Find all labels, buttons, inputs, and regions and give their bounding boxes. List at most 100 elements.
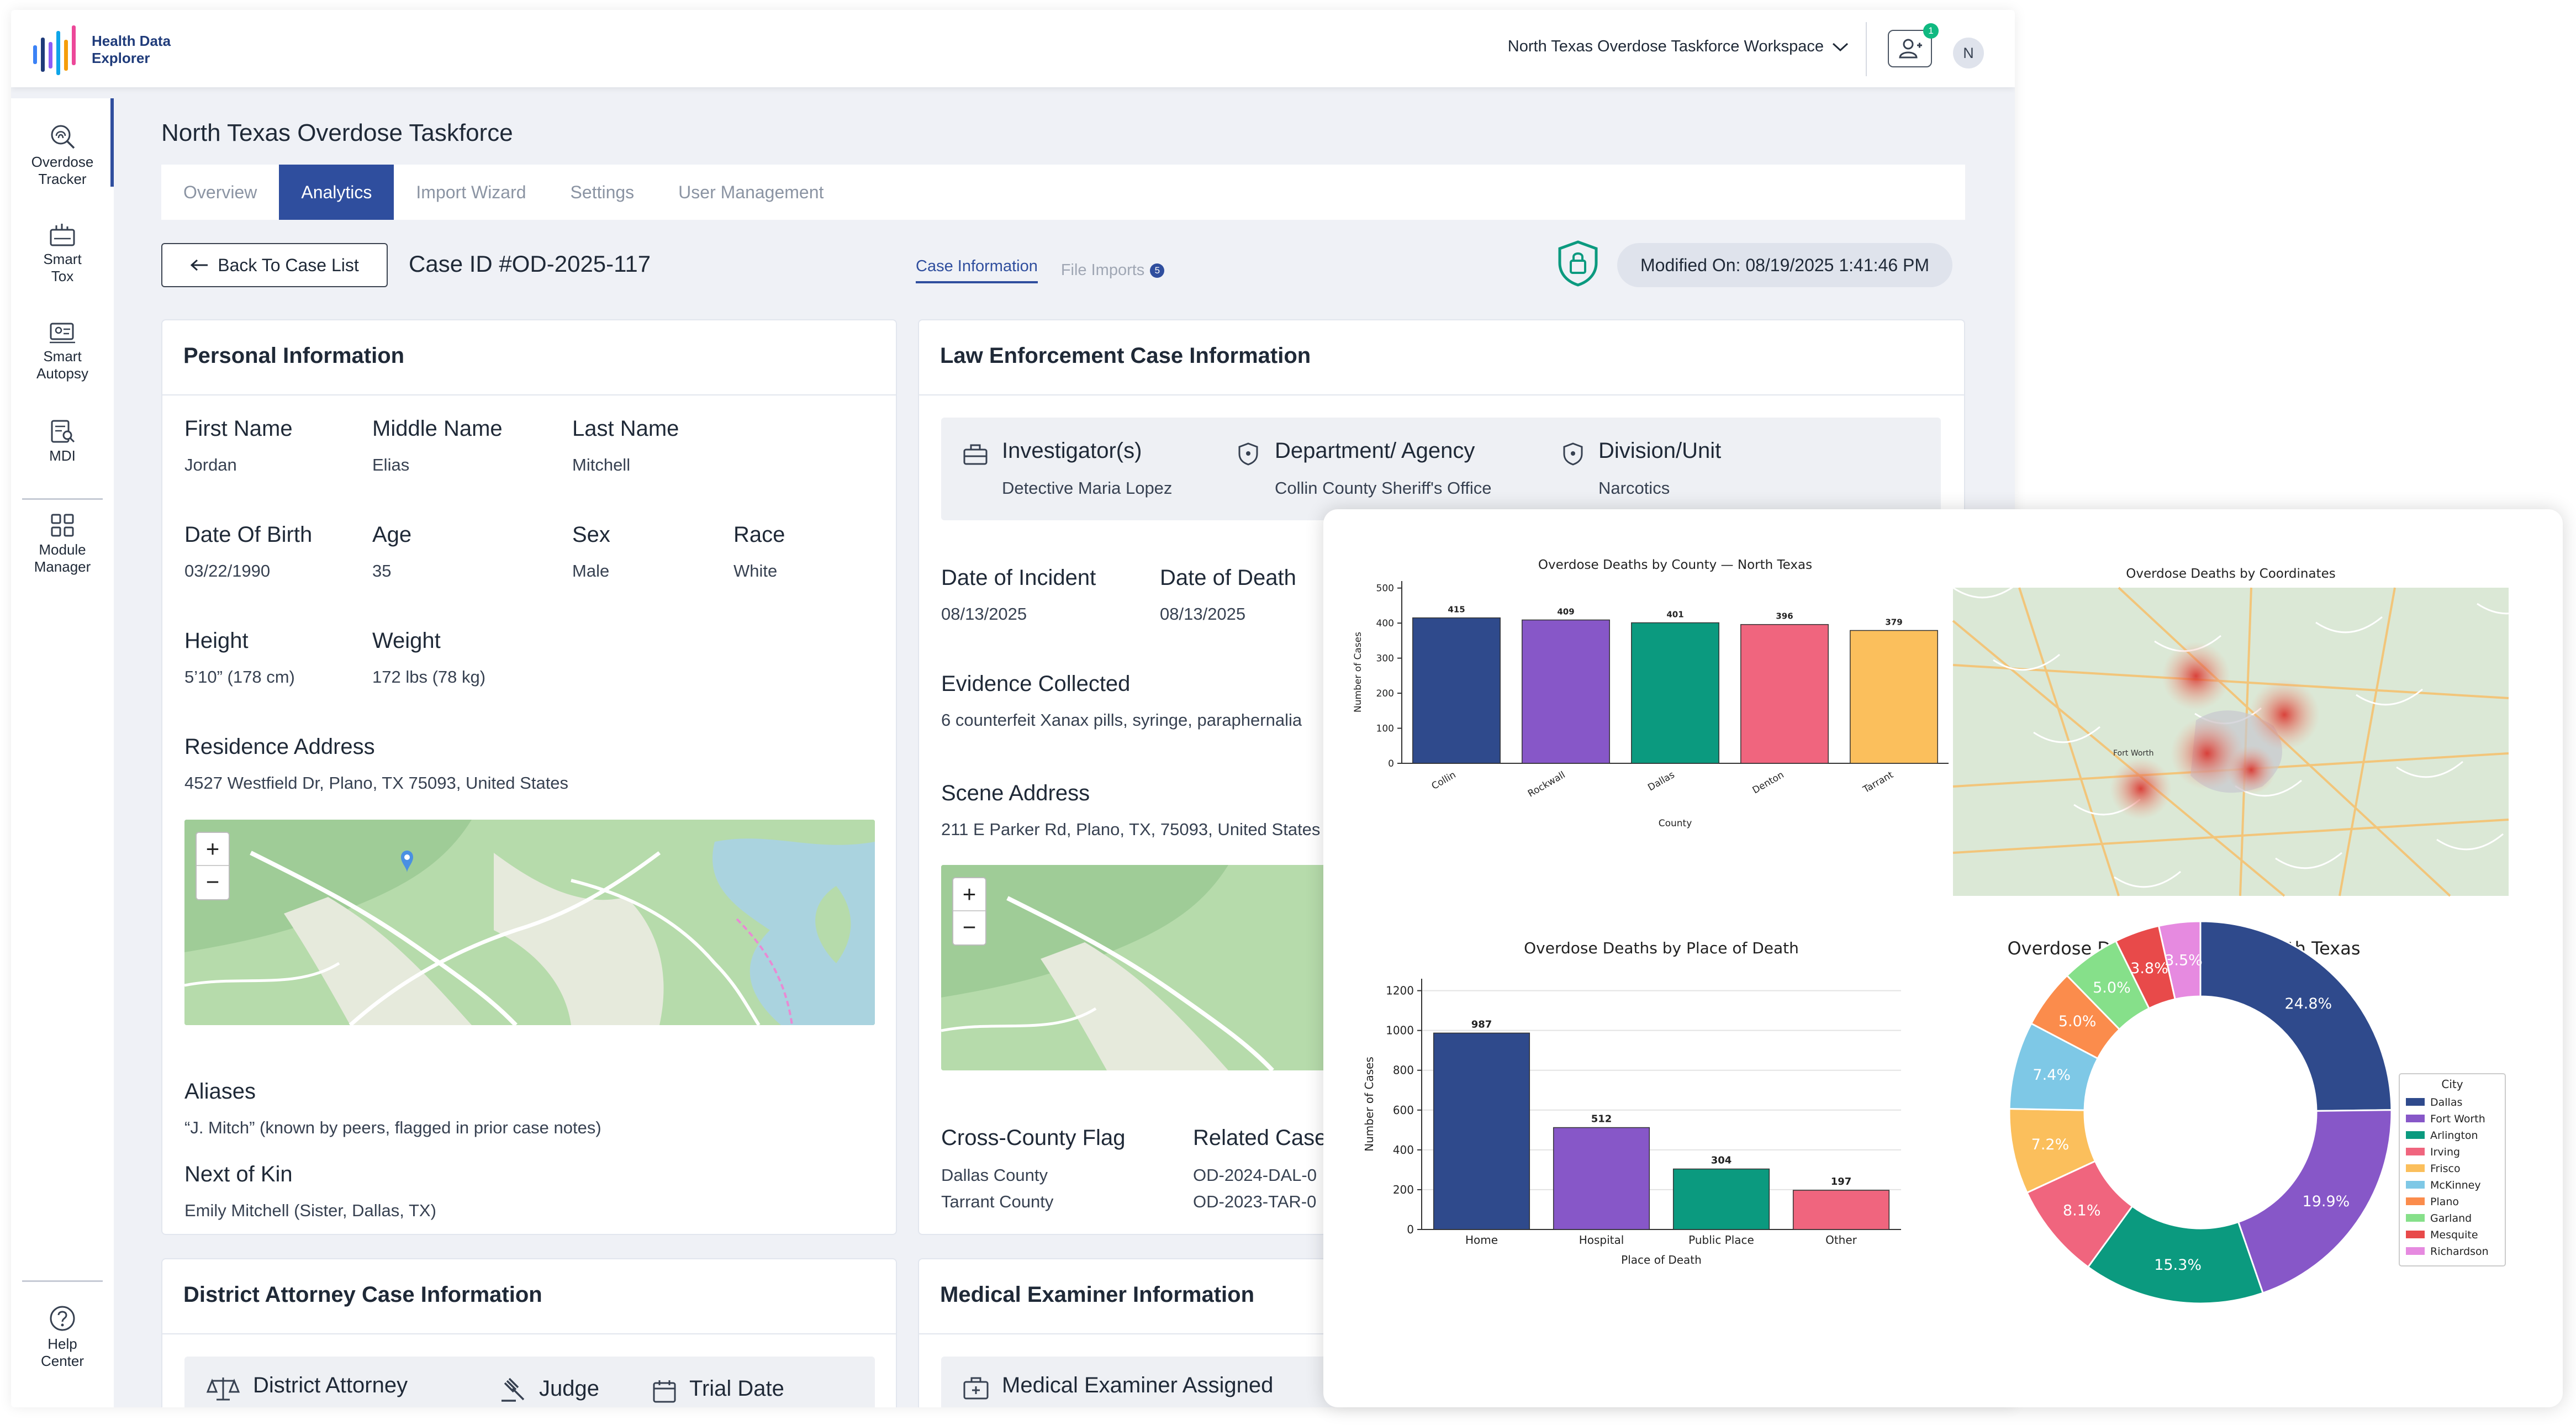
chart-place: Overdose Deaths by Place of Death 0 200 400… (1363, 939, 1901, 1266)
legend-label: Irving (2430, 1146, 2460, 1158)
cross-county-value: Dallas County (941, 1165, 1048, 1185)
y-tick-label: 100 (1376, 723, 1394, 734)
sidebar-item-help-center[interactable]: Help Center (11, 1305, 114, 1370)
chevron-down-icon (1832, 43, 1849, 51)
map-street (2315, 616, 2383, 634)
y-axis-label: Number of Cases (1353, 632, 1364, 712)
sidebar-item-overdose-tracker[interactable]: Overdose Tracker (11, 123, 114, 188)
related-case-link[interactable]: OD-2024-DAL-0 (1193, 1165, 1317, 1185)
law-enforcement-summary: Investigator(s) Detective Maria Lopez De… (941, 418, 1941, 520)
page-title: North Texas Overdose Taskforce (161, 119, 513, 146)
case-subtabs: Case Information File Imports 5 (916, 257, 1165, 283)
sex-label: Sex (572, 522, 610, 547)
tab-settings[interactable]: Settings (570, 182, 635, 202)
dob-label: Date Of Birth (184, 522, 313, 547)
zoom-out-button[interactable]: − (962, 914, 976, 940)
card-title: Law Enforcement Case Information (919, 320, 1964, 395)
race-value: White (733, 561, 778, 580)
back-button-label: Back To Case List (218, 255, 359, 275)
sidebar-item-mdi[interactable]: MDI (11, 419, 114, 465)
bar-denton (1740, 624, 1829, 764)
bar-dallas (1631, 622, 1719, 764)
slice-value-label: 5.0% (2093, 979, 2131, 996)
chart-title: Overdose Deaths by Coordinates (2126, 567, 2335, 581)
gavel-icon (502, 1378, 525, 1402)
y-tick-label: 0 (1388, 758, 1394, 769)
race-label: Race (733, 522, 785, 547)
autopsy-icon (50, 323, 75, 344)
tab-import-wizard[interactable]: Import Wizard (416, 182, 526, 202)
legend-label: McKinney (2430, 1179, 2481, 1191)
sidebar-item-label: Autopsy (36, 365, 88, 382)
bar-value-label: 987 (1471, 1018, 1492, 1030)
map-street (2356, 688, 2423, 706)
sidebar-item-smart-autopsy[interactable]: Smart Autopsy (11, 319, 114, 382)
map-street (2436, 833, 2504, 851)
sidebar-item-label: Smart (43, 251, 82, 267)
legend-title: City (2441, 1078, 2463, 1091)
y-tick-label: 500 (1376, 583, 1394, 594)
user-add-icon (1899, 39, 1922, 59)
y-tick-label: 1000 (1386, 1024, 1414, 1037)
related-cases-label: Related Cases (1193, 1126, 1338, 1150)
y-tick-label: 800 (1393, 1064, 1414, 1077)
heat-spot (2171, 717, 2244, 790)
y-tick-label: 300 (1376, 653, 1394, 664)
map-street (2477, 597, 2544, 615)
trial-date-label: Trial Date (689, 1376, 784, 1401)
map-city-label: Fort Worth (2113, 749, 2154, 758)
slice-fort-worth (2237, 1109, 2393, 1294)
bar-value-label: 396 (1776, 611, 1793, 621)
bar-value-label: 379 (1885, 617, 1902, 627)
sidebar-divider (22, 1280, 103, 1282)
card-title: Personal Information (162, 320, 896, 395)
investigator-icon (963, 444, 988, 465)
workspace-selector[interactable]: North Texas Overdose Taskforce Workspace (1508, 38, 1849, 56)
zoom-in-button[interactable]: + (953, 878, 985, 911)
subtab-file-imports[interactable]: File Imports 5 (1061, 257, 1165, 283)
residence-value: 4527 Westfield Dr, Plano, TX 75093, Unit… (184, 773, 569, 793)
aliases-label: Aliases (184, 1079, 256, 1104)
legend-swatch (2406, 1181, 2425, 1189)
sidebar-item-label: Center (40, 1353, 85, 1369)
legend-swatch (2406, 1115, 2425, 1122)
residence-map[interactable]: + − (184, 820, 875, 1025)
zoom-control: + − (196, 832, 230, 900)
bar-other (1792, 1190, 1890, 1230)
personal-information-card: Personal Information First Name Jordan M… (161, 319, 897, 1235)
bar-tarrant (1850, 630, 1938, 764)
map-tiles (184, 820, 875, 1025)
age-value: 35 (372, 561, 392, 580)
user-access-button[interactable] (1888, 30, 1932, 67)
sidebar-item-label: Module (39, 541, 86, 558)
sidebar-item-smart-tox[interactable]: Smart Tox (11, 222, 114, 285)
back-to-case-list-button[interactable]: Back To Case List (161, 243, 388, 287)
bar-value-label: 512 (1591, 1113, 1612, 1125)
slice-value-label: 19.9% (2303, 1193, 2350, 1210)
legend-label: Dallas (2430, 1096, 2462, 1109)
legend-box (2399, 1073, 2506, 1266)
x-tick-label: Rockwall (1526, 769, 1567, 800)
zoom-control: + − (952, 877, 986, 946)
sidebar-item-module-manager[interactable]: Module Manager (11, 513, 114, 576)
zoom-in-button[interactable]: + (197, 833, 229, 866)
zoom-out-button[interactable]: − (205, 869, 220, 895)
x-tick-label: Public Place (1688, 1233, 1754, 1247)
analytics-dashboard-panel: Overdose Deaths by County — North Texas 0… (1323, 509, 2563, 1407)
tab-user-management[interactable]: User Management (678, 182, 824, 202)
slice-value-label: 24.8% (2284, 995, 2332, 1012)
related-case-link[interactable]: OD-2023-TAR-0 (1193, 1192, 1317, 1211)
avatar[interactable]: N (1953, 38, 1984, 68)
x-axis-label: Place of Death (1621, 1253, 1702, 1266)
app-logo[interactable]: Health Data Explorer (31, 23, 186, 76)
subtab-case-information[interactable]: Case Information (916, 257, 1038, 283)
tab-analytics[interactable]: Analytics (279, 165, 394, 220)
investigator-label: Investigator(s) (1002, 439, 1142, 463)
last-name-label: Last Name (572, 416, 679, 441)
next-of-kin-value: Emily Mitchell (Sister, Dallas, TX) (184, 1201, 436, 1220)
map-street (2033, 726, 2100, 743)
legend-label: Plano (2430, 1196, 2459, 1208)
sidebar-item-label: Help (47, 1336, 77, 1352)
y-tick-label: 1200 (1386, 984, 1414, 998)
tab-overview[interactable]: Overview (183, 182, 257, 202)
